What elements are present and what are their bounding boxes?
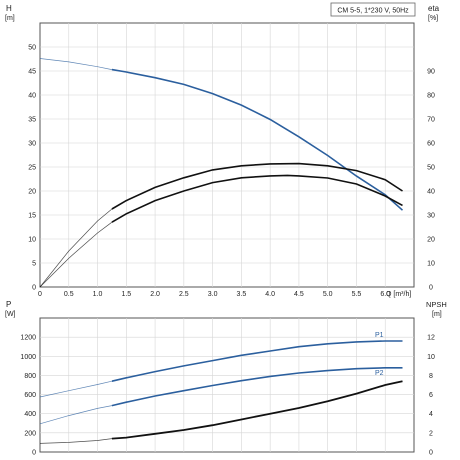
y-axis-title-h: H — [6, 4, 12, 13]
y2-axis-unit-npsh: [m] — [432, 311, 442, 318]
y2-tick-label: 2 — [429, 430, 433, 437]
top-series-2-extension — [39, 208, 113, 288]
bot-series-1-extension — [39, 405, 112, 425]
x-tick-label: 6.0 — [380, 291, 390, 298]
top-series — [39, 58, 404, 288]
y-tick-label: 400 — [24, 411, 36, 418]
series-label-p2: P2 — [375, 370, 384, 377]
x-axis-title-q-label: Q — [386, 291, 392, 298]
y-tick-label: 200 — [24, 430, 36, 437]
top-series-1-extension — [39, 221, 113, 288]
bot-series-2 — [111, 380, 403, 440]
top-tick-labels: 0 0.5 1.0 1.5 2.0 2.5 3.0 3.5 4.0 4.5 5.0 5.5 6.0 0 5 1… — [28, 45, 435, 299]
y2-tick-label: 80 — [427, 93, 435, 100]
x-tick-label: 5.0 — [323, 291, 333, 298]
y2-tick-label: 6 — [429, 392, 433, 399]
x-tick-label: 3.5 — [237, 291, 247, 298]
y-tick-label: 800 — [24, 373, 36, 380]
y2-tick-label: 0 — [429, 285, 433, 292]
x-tick-label: 0 — [38, 291, 42, 298]
y2-tick-label: 30 — [427, 213, 435, 220]
power-npsh-panel: 0 200 400 600 800 1000 1200 0 2 4 6 8 10 12 P [W] NPS… — [5, 300, 447, 457]
y2-axis-title-eta: eta — [428, 4, 440, 13]
title-box — [330, 2, 416, 17]
x-tick-label: 5.5 — [352, 291, 362, 298]
head-efficiency-panel: 0 0.5 1.0 1.5 2.0 2.5 3.0 3.5 4.0 4.5 5.0 5.5 6.0 0 5 1… — [5, 2, 440, 299]
y-tick-label: 0 — [32, 450, 36, 457]
series-label-p1: P1 — [375, 332, 384, 339]
x-axis-title-q-unit: [m³/h] — [393, 291, 411, 298]
y-tick-label: 20 — [28, 189, 36, 196]
bot-series-0-extension — [39, 380, 112, 398]
y-tick-label: 600 — [24, 392, 36, 399]
x-tick-label: 4.0 — [265, 291, 275, 298]
bot-series-2-extension — [39, 438, 112, 444]
y-axis-unit-h: [m] — [5, 15, 15, 22]
y2-tick-label: 4 — [429, 411, 433, 418]
x-tick-label: 4.5 — [294, 291, 304, 298]
chart-title: CM 5-5, 1*230 V, 50Hz — [337, 8, 409, 15]
top-plot-frame — [39, 22, 415, 288]
y2-tick-label: 0 — [429, 450, 433, 457]
y-tick-label: 50 — [28, 45, 36, 52]
bottom-tick-labels: 0 200 400 600 800 1000 1200 0 2 4 6 8 10 12 — [20, 335, 435, 457]
y2-axis-unit-eta: [%] — [428, 15, 438, 22]
y-tick-label: 1200 — [20, 335, 36, 342]
top-series-0-extension — [39, 58, 112, 70]
y2-tick-label: 20 — [427, 237, 435, 244]
y-tick-label: 1000 — [20, 354, 36, 361]
x-tick-label: 3.0 — [208, 291, 218, 298]
y2-tick-label: 70 — [427, 117, 435, 124]
x-tick-label: 1.0 — [93, 291, 103, 298]
x-tick-label: 2.0 — [150, 291, 160, 298]
x-tick-label: 2.5 — [179, 291, 189, 298]
y-axis-unit-p: [W] — [5, 311, 16, 318]
top-series-2 — [111, 162, 403, 210]
bottom-plot-frame — [39, 317, 415, 453]
y-tick-label: 40 — [28, 93, 36, 100]
y-tick-label: 5 — [32, 261, 36, 268]
y2-tick-label: 40 — [427, 189, 435, 196]
top-series-1 — [111, 174, 403, 223]
y2-tick-label: 12 — [427, 335, 435, 342]
y-tick-label: 30 — [28, 141, 36, 148]
top-series-0 — [111, 68, 404, 211]
bottom-grid — [40, 318, 414, 452]
top-grid — [40, 23, 414, 287]
y2-tick-label: 50 — [427, 165, 435, 172]
y-tick-label: 0 — [32, 285, 36, 292]
y2-axis-title-npsh: NPSH — [426, 300, 447, 309]
bot-series-0 — [111, 340, 403, 382]
x-tick-label: 0.5 — [64, 291, 74, 298]
x-axis-title-q: Q [m³/h] — [386, 291, 411, 298]
y-tick-label: 25 — [28, 165, 36, 172]
y-tick-label: 15 — [28, 213, 36, 220]
y-tick-label: 45 — [28, 69, 36, 76]
x-tick-label: 1.5 — [121, 291, 131, 298]
y2-tick-label: 60 — [427, 141, 435, 148]
y-tick-label: 35 — [28, 117, 36, 124]
y2-tick-label: 10 — [427, 261, 435, 268]
y2-tick-label: 10 — [427, 354, 435, 361]
bot-series-1 — [111, 367, 403, 407]
y2-tick-label: 8 — [429, 373, 433, 380]
y-axis-title-p: P — [6, 300, 11, 309]
bottom-series — [39, 340, 403, 444]
y-tick-label: 10 — [28, 237, 36, 244]
y2-tick-label: 90 — [427, 69, 435, 76]
